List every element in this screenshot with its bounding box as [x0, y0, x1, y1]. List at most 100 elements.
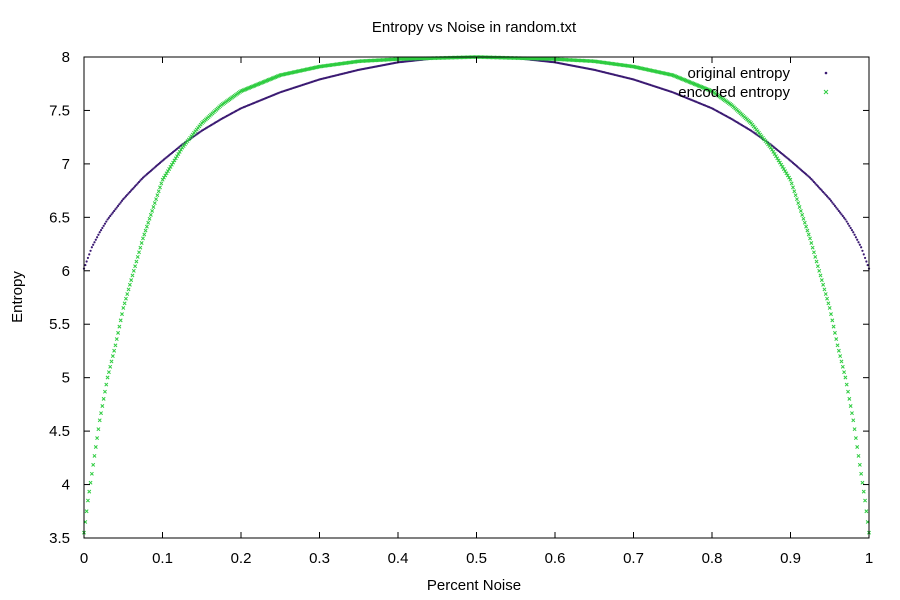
data-point [797, 205, 802, 209]
legend-label-encoded: encoded entropy [678, 84, 790, 101]
data-point [127, 192, 130, 195]
data-point [844, 382, 849, 387]
data-point [118, 318, 123, 323]
data-point [848, 224, 851, 227]
data-point [821, 282, 826, 287]
data-point [838, 354, 843, 359]
data-point [132, 186, 135, 189]
data-point [847, 396, 852, 401]
data-point [814, 259, 819, 264]
data-point [815, 264, 820, 269]
data-point [816, 185, 819, 188]
data-point [110, 213, 113, 216]
data-point [92, 453, 97, 458]
data-point [843, 375, 848, 380]
data-point [127, 282, 132, 287]
data-point [811, 179, 814, 182]
data-point [167, 167, 172, 171]
data-point [833, 204, 837, 207]
data-point [812, 180, 816, 184]
data-point [91, 462, 96, 467]
data-point [836, 348, 841, 353]
x-tick-label: 0 [80, 550, 88, 567]
x-tick-label: 0.4 [388, 550, 409, 567]
data-point [111, 211, 114, 214]
data-point [164, 171, 169, 176]
data-point [177, 149, 182, 154]
data-point [98, 231, 101, 234]
data-point [860, 480, 865, 485]
data-point [783, 169, 788, 174]
data-point [85, 260, 88, 263]
x-tick-label: 0.2 [231, 550, 252, 567]
data-point [122, 301, 127, 306]
data-point [792, 189, 797, 194]
data-point [169, 162, 174, 167]
data-point [146, 220, 151, 225]
data-point [819, 278, 824, 283]
data-point [850, 411, 854, 416]
data-point [97, 233, 100, 236]
data-point [857, 462, 862, 467]
data-point [142, 232, 147, 237]
data-point [171, 160, 176, 165]
data-point [808, 176, 812, 179]
x-tick-label: 0.5 [466, 550, 487, 567]
data-point [808, 236, 812, 241]
data-point [150, 208, 155, 213]
data-point [101, 396, 106, 401]
data-point [820, 189, 823, 192]
data-point [118, 203, 121, 206]
data-point [787, 175, 792, 180]
chart-title: Entropy vs Noise in random.txt [372, 19, 577, 36]
data-point [87, 489, 92, 494]
data-point [165, 169, 170, 174]
data-point [805, 228, 810, 233]
data-point [851, 418, 856, 423]
data-point [126, 287, 131, 292]
data-point [840, 364, 845, 369]
data-point [853, 436, 858, 441]
data-point [105, 375, 110, 380]
data-point [158, 185, 162, 190]
data-point [163, 173, 168, 178]
data-point [103, 389, 107, 394]
data-point [793, 193, 798, 198]
data-point [109, 214, 112, 218]
data-point [96, 427, 101, 432]
data-point [154, 197, 159, 202]
data-point [800, 212, 805, 217]
data-point [830, 318, 835, 323]
data-point [109, 359, 114, 364]
data-point [806, 232, 811, 237]
data-point [844, 218, 847, 221]
data-point [144, 224, 149, 229]
data-point [94, 238, 97, 241]
data-point [826, 301, 831, 306]
data-point [822, 287, 827, 292]
data-point [862, 253, 865, 256]
data-point [866, 263, 869, 267]
data-point [823, 192, 826, 195]
data-point [818, 273, 823, 278]
data-point [85, 498, 90, 503]
data-point [134, 185, 137, 188]
data-point [152, 201, 157, 206]
data-point [819, 187, 822, 191]
data-point [102, 224, 105, 227]
data-point [825, 195, 829, 198]
data-point [831, 201, 834, 204]
data-point [864, 509, 869, 514]
data-point [802, 220, 807, 225]
legend-sample-encoded [823, 89, 829, 95]
data-point [779, 162, 784, 167]
data-point [814, 182, 817, 185]
data-point [84, 509, 89, 514]
data-point [810, 178, 813, 181]
data-point [122, 197, 125, 201]
data-point [813, 254, 818, 259]
data-point [107, 216, 110, 219]
data-point [841, 214, 844, 218]
data-point [823, 89, 829, 95]
